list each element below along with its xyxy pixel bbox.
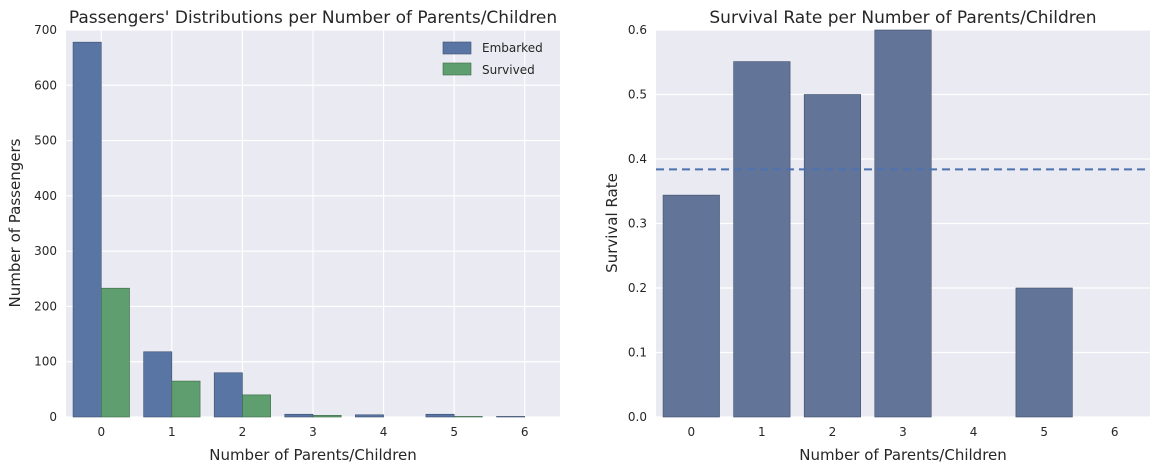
chart1-y-axis-label: Number of Passengers: [6, 138, 24, 307]
chart1-title: Passengers' Distributions per Number of …: [69, 8, 557, 28]
chart2-y-tick-label: 0.5: [628, 88, 647, 102]
chart1-y-ticks: 0 100 200 300 400 500 600 700: [34, 23, 57, 424]
chart2-bars: [662, 29, 1073, 418]
chart1-x-tick-label: 3: [309, 425, 317, 439]
bar-survival-rate-0: [662, 194, 720, 418]
chart2-x-tick-label: 6: [1111, 425, 1119, 439]
chart2-x-tick-label: 0: [687, 425, 695, 439]
bar-survived-0: [100, 287, 130, 418]
legend-swatch-embarked: [442, 41, 472, 55]
chart2-y-tick-label: 0.3: [628, 217, 647, 231]
chart1-x-tick-label: 5: [450, 425, 458, 439]
chart1-y-tick-label: 700: [34, 23, 57, 37]
chart-survival-rate: 0.0 0.1 0.2 0.3 0.4 0.5 0.6 0 1 2 3 4 5 6 Survival R…: [603, 8, 1150, 464]
legend-label-embarked: Embarked: [482, 41, 543, 55]
chart2-y-tick-label: 0.2: [628, 281, 647, 295]
bar-embarked-3: [284, 413, 314, 418]
chart1-x-tick-label: 0: [97, 425, 105, 439]
bar-survival-rate-1: [733, 61, 791, 418]
chart2-x-ticks: 0 1 2 3 4 5 6: [687, 425, 1118, 439]
bar-survival-rate-5: [1015, 287, 1073, 418]
chart1-y-tick-label: 300: [34, 244, 57, 258]
bar-survival-rate-2: [803, 94, 861, 418]
bar-embarked-6: [496, 416, 526, 418]
chart2-y-tick-label: 0.4: [628, 152, 647, 166]
legend-label-survived: Survived: [482, 63, 535, 77]
chart2-x-axis-label: Number of Parents/Children: [799, 446, 1007, 464]
chart1-x-tick-label: 6: [521, 425, 529, 439]
chart1-y-tick-label: 400: [34, 189, 57, 203]
chart1-bars: [72, 41, 526, 418]
chart2-x-tick-label: 1: [758, 425, 766, 439]
chart2-x-tick-label: 2: [829, 425, 837, 439]
chart1-x-tick-label: 4: [380, 425, 388, 439]
bar-survived-2: [242, 394, 271, 418]
chart1-x-tick-label: 1: [168, 425, 176, 439]
chart1-legend: Embarked Survived: [442, 41, 543, 77]
chart2-x-tick-label: 3: [899, 425, 907, 439]
chart1-y-tick-label: 600: [34, 78, 57, 92]
legend-swatch-survived: [442, 62, 472, 76]
bar-survived-1: [171, 380, 201, 418]
bar-survival-rate-3: [874, 29, 932, 418]
chart2-y-ticks: 0.0 0.1 0.2 0.3 0.4 0.5 0.6: [628, 23, 647, 424]
chart1-y-tick-label: 100: [34, 355, 57, 369]
chart2-y-axis-label: Survival Rate: [603, 173, 621, 273]
bar-survived-5: [453, 416, 483, 418]
bar-embarked-2: [213, 372, 243, 418]
bar-embarked-1: [143, 351, 173, 418]
bar-embarked-5: [425, 413, 455, 418]
chart2-title: Survival Rate per Number of Parents/Chil…: [709, 8, 1096, 28]
chart2-y-tick-label: 0.0: [628, 410, 647, 424]
bar-survived-3: [312, 415, 342, 418]
chart1-y-tick-label: 500: [34, 134, 57, 148]
chart1-y-tick-label: 0: [49, 410, 57, 424]
chart1-y-tick-label: 200: [34, 299, 57, 313]
chart2-x-tick-label: 5: [1040, 425, 1048, 439]
chart1-x-tick-label: 2: [239, 425, 247, 439]
chart2-y-tick-label: 0.6: [628, 23, 647, 37]
chart2-y-tick-label: 0.1: [628, 346, 647, 360]
bar-embarked-4: [355, 414, 384, 418]
bar-embarked-0: [72, 41, 102, 418]
chart-passenger-distribution: 0 100 200 300 400 500 600 700 0 1 2 3 4 5 6 Passenger…: [6, 8, 560, 464]
chart2-x-tick-label: 4: [970, 425, 978, 439]
chart1-x-ticks: 0 1 2 3 4 5 6: [97, 425, 528, 439]
chart1-x-axis-label: Number of Parents/Children: [209, 446, 417, 464]
